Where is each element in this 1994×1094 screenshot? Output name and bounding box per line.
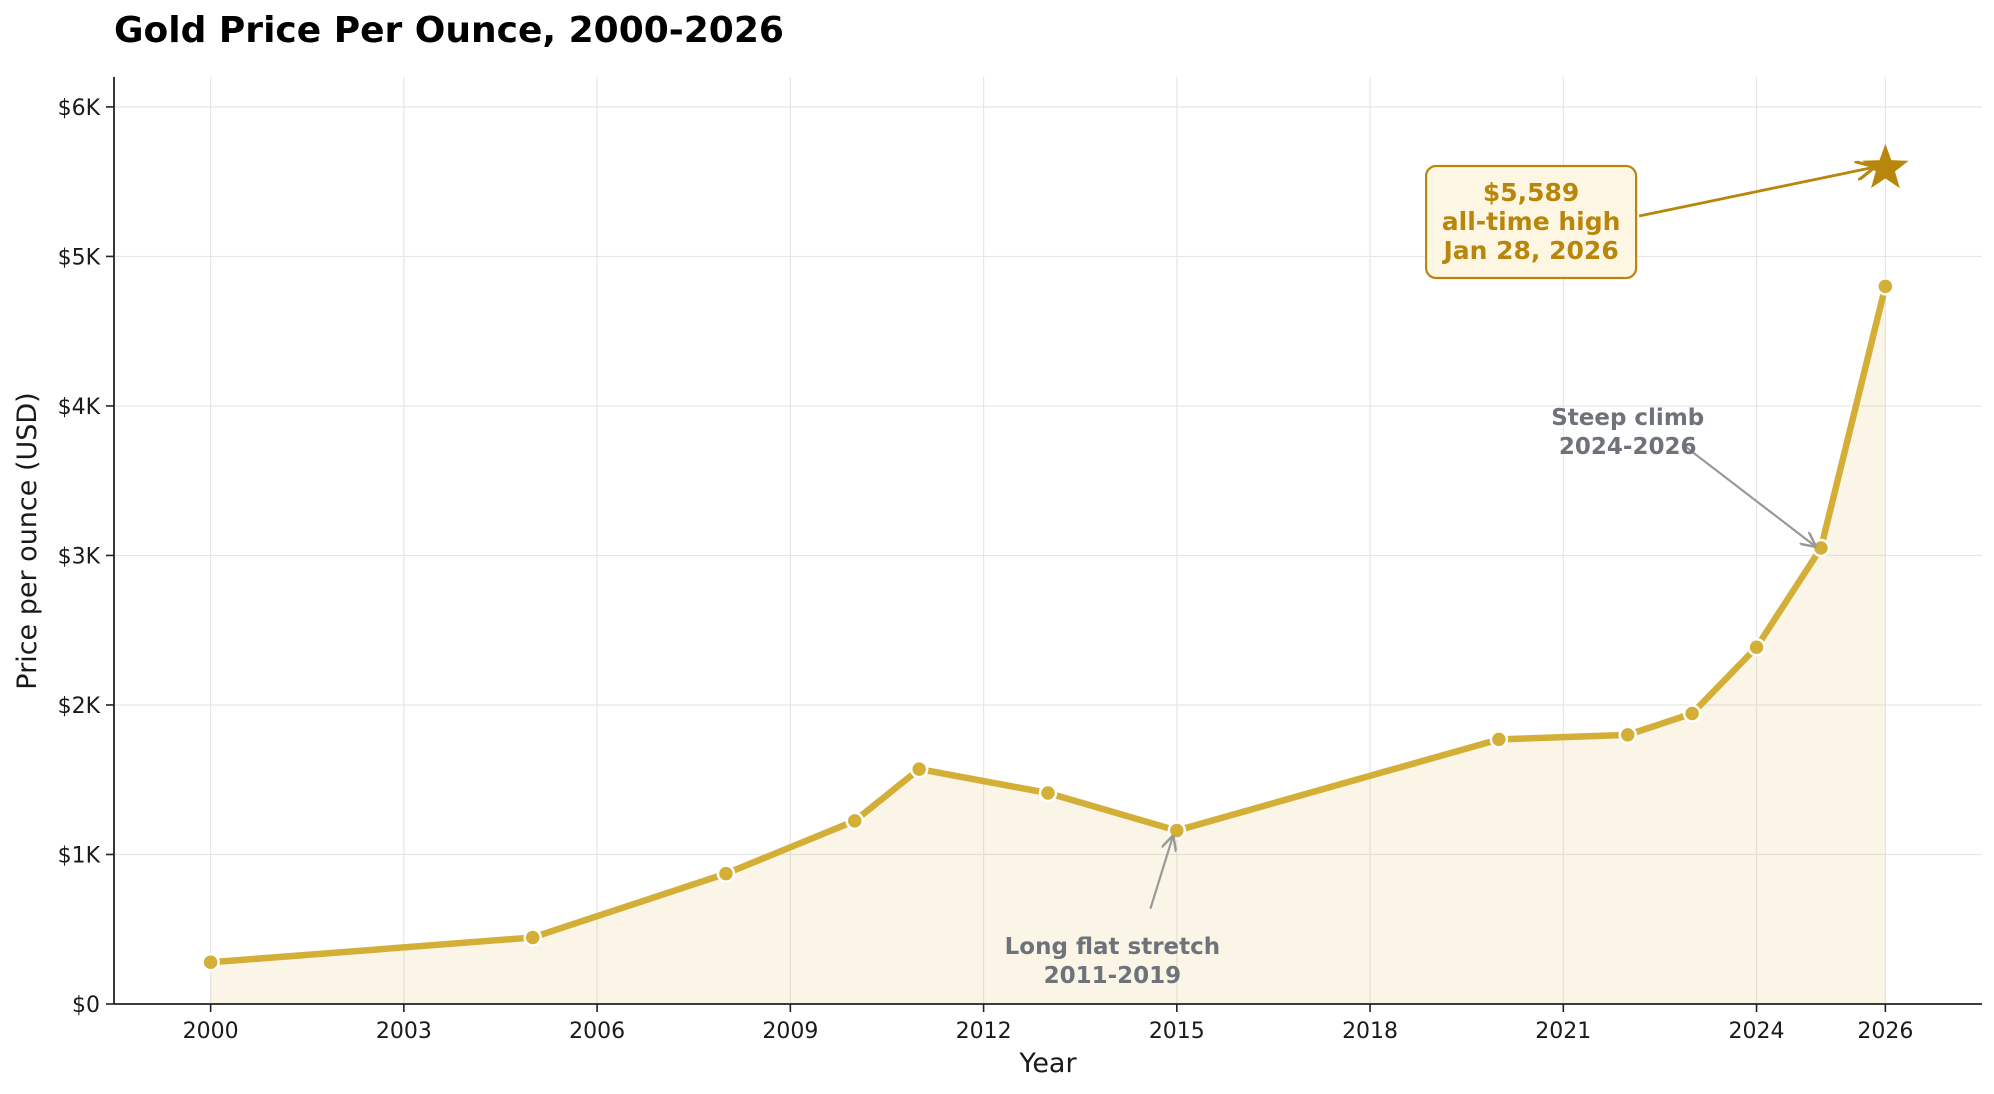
y-tick-label: $5K	[58, 245, 101, 270]
y-tick-label: $4K	[58, 395, 101, 420]
x-axis-ticks: 2000 2003 2006 2009 2012 2015 2018 2021 2024 2026	[183, 1004, 1913, 1044]
x-tick-label: 2009	[762, 1019, 818, 1044]
annotation-text: all-time high	[1442, 207, 1621, 236]
series	[201, 143, 1909, 972]
annotation-text: $5,589	[1483, 178, 1579, 207]
y-tick-label: $1K	[58, 843, 101, 868]
data-point	[1489, 730, 1509, 749]
chart-title: Gold Price Per Ounce, 2000-2026	[114, 10, 784, 51]
data-point	[1038, 783, 1058, 803]
data-point	[523, 928, 542, 947]
annotation-climb: Steep climb 2024-2026	[1551, 405, 1815, 546]
annotation-arrow	[1638, 167, 1873, 218]
x-tick-label: 2000	[183, 1019, 239, 1044]
y-axis-label: Price per ounce (USD)	[12, 392, 43, 689]
axes	[113, 77, 1982, 1005]
annotations: Long flat stretch 2011-2019 Steep climb 202…	[1005, 166, 1874, 989]
series-area	[210, 286, 1886, 1004]
annotation-flat: Long flat stretch 2011-2019	[1005, 837, 1221, 989]
data-point	[1618, 725, 1637, 745]
data-point	[1811, 538, 1831, 558]
y-tick-label: $0	[72, 993, 100, 1018]
y-tick-label: $2K	[58, 694, 101, 719]
data-point	[716, 864, 736, 883]
annotation-arrow	[1683, 444, 1815, 546]
data-point	[1876, 277, 1895, 296]
x-tick-label: 2018	[1342, 1019, 1398, 1044]
annotation-text: Steep climb	[1551, 405, 1704, 431]
y-tick-label: $3K	[58, 544, 101, 569]
area-fill	[210, 286, 1886, 1004]
annotation-box	[1425, 164, 1638, 280]
data-point	[1682, 704, 1702, 723]
x-tick-label: 2015	[1149, 1019, 1205, 1044]
data-point	[1747, 638, 1766, 657]
data-point	[1167, 821, 1187, 840]
annotation-arrow	[1149, 837, 1172, 909]
x-tick-label: 2024	[1729, 1019, 1785, 1044]
y-axis-ticks: $0 $1K $2K $3K $4K $5K $6K	[58, 96, 114, 1018]
data-point	[201, 953, 220, 972]
data-point	[909, 759, 929, 779]
x-tick-label: 2012	[956, 1019, 1012, 1044]
annotation-text: Jan 28, 2026	[1441, 236, 1618, 265]
annotation-text: 2024-2026	[1559, 434, 1697, 460]
x-axis-label: Year	[1018, 1048, 1077, 1079]
y-tick-label: $6K	[58, 96, 101, 121]
data-point	[845, 811, 865, 831]
annotation-text: Long flat stretch	[1005, 934, 1221, 960]
annotation-text: 2011-2019	[1044, 963, 1182, 989]
x-tick-label: 2021	[1535, 1019, 1591, 1044]
x-tick-label: 2003	[376, 1019, 432, 1044]
x-tick-label: 2006	[569, 1019, 625, 1044]
x-tick-label: 2026	[1857, 1019, 1913, 1044]
